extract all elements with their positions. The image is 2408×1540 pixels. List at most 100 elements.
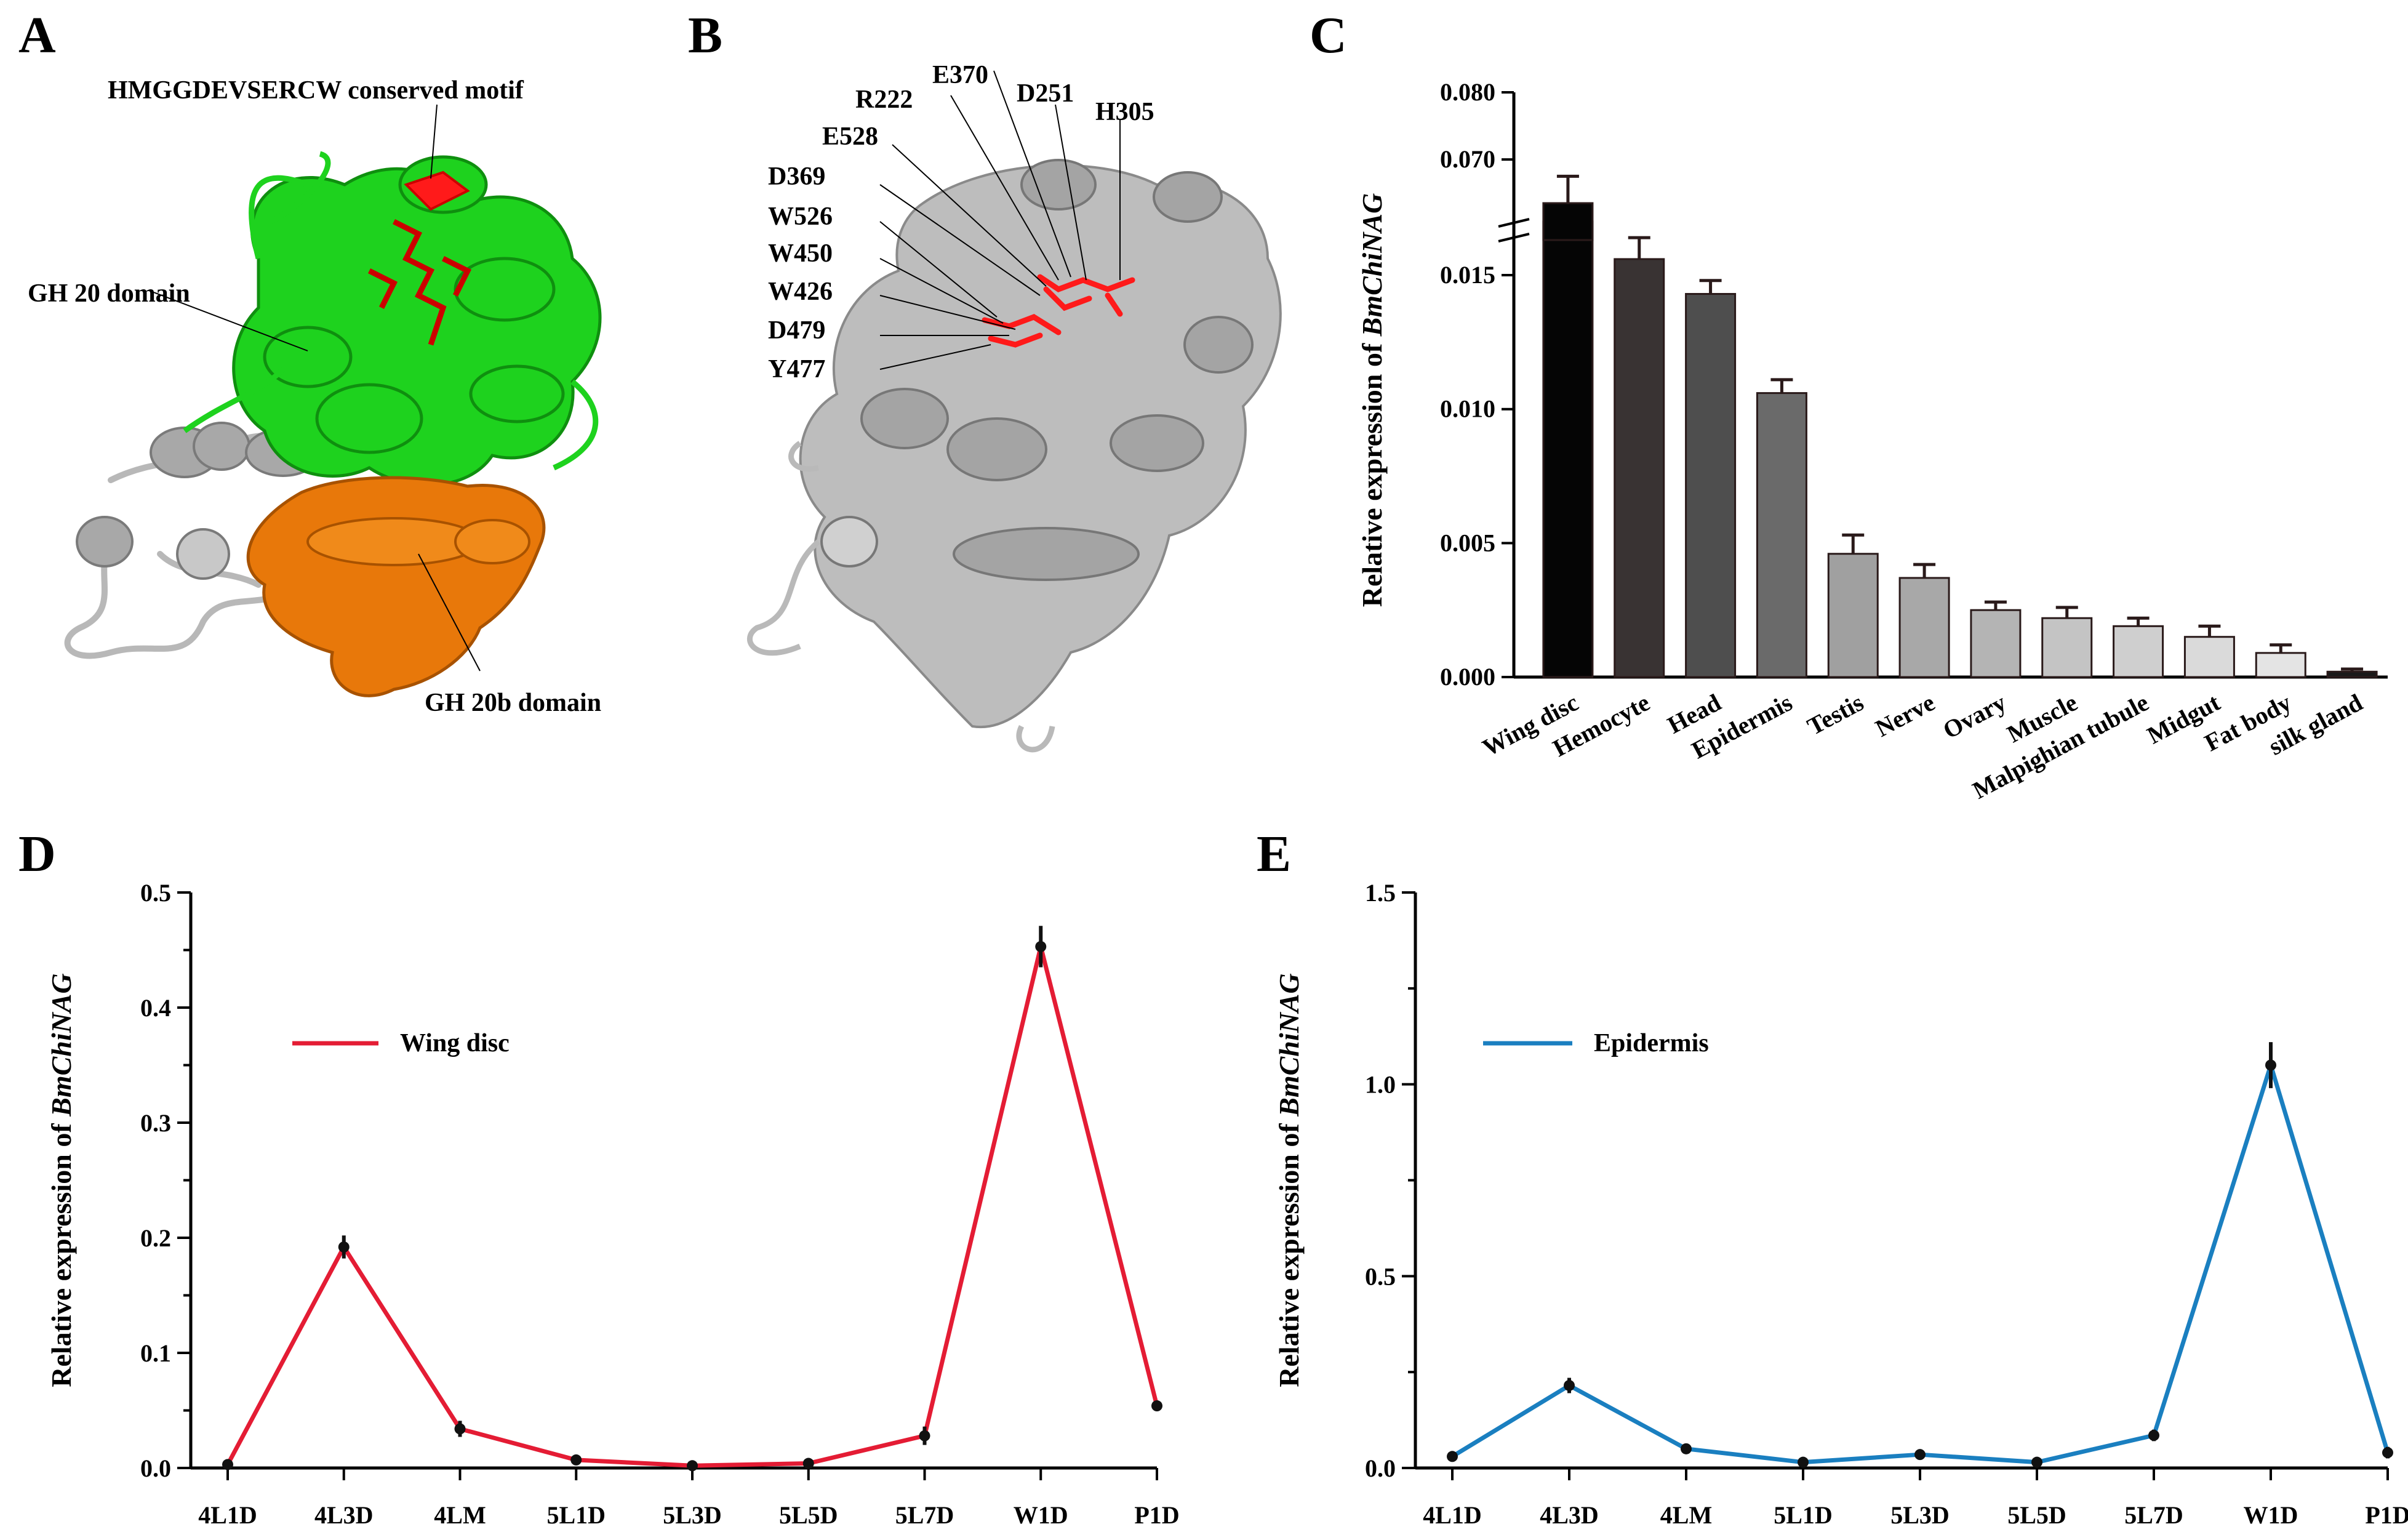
chart-e-xtick-label: 4L3D xyxy=(1540,1501,1599,1529)
chart-d-xtick-label: P1D xyxy=(1134,1501,1179,1529)
chart-c-bar xyxy=(1898,577,1950,678)
chart-d-data-point xyxy=(454,1423,466,1435)
chart-c-ytick-label: 0.000 xyxy=(1440,663,1495,691)
structure-b-helices xyxy=(820,159,1254,581)
panel-letter-c: C xyxy=(1310,7,1347,64)
chart-d-data-point xyxy=(222,1459,233,1470)
residue-y477: Y477 xyxy=(768,355,825,383)
chart-c-ytick-label: 0.010 xyxy=(1440,395,1495,423)
chart-e-data-point xyxy=(2265,1059,2276,1071)
chart-e-data-point xyxy=(1798,1456,1809,1468)
chart-d-ytick-label: 0.1 xyxy=(140,1339,171,1367)
chart-e-data-point xyxy=(1564,1379,1575,1391)
chart-c-bar xyxy=(1685,293,1737,678)
chart-d-data-point xyxy=(919,1430,930,1442)
residue-e528: E528 xyxy=(822,122,878,151)
chart-c-bar xyxy=(1827,553,1879,678)
chart-e-xtick-label: 5L5D xyxy=(2007,1501,2066,1529)
chart-e-data-point xyxy=(1681,1443,1692,1454)
chart-e-ytick-label: 1.5 xyxy=(1365,879,1396,907)
panel-letter-d: D xyxy=(18,825,56,883)
chart-d-ytick-label: 0.3 xyxy=(140,1109,171,1137)
chart-c-y-axis-title: Relative expression of BmChiNAG xyxy=(1356,193,1388,608)
chart-e-xtick-label: 4LM xyxy=(1660,1501,1712,1529)
chart-e-data-point xyxy=(2031,1456,2042,1468)
structure-a-gh20b-domain xyxy=(246,476,546,697)
chart-c-bar xyxy=(1970,609,2022,678)
chart-c-bar xyxy=(2183,636,2235,678)
chart-d-data-point xyxy=(802,1458,814,1469)
chart-c-bar xyxy=(2041,617,2093,678)
structure-a-gh20b-helix xyxy=(306,517,530,566)
chart-e-series-line xyxy=(1451,1063,2390,1465)
residue-d369: D369 xyxy=(768,162,825,191)
chart-e-data-point xyxy=(1447,1451,1458,1462)
chart-d-series-line xyxy=(225,944,1159,1468)
chart-c-bar xyxy=(2326,670,2378,678)
chart-c-bar xyxy=(2255,652,2306,678)
residue-w526: W526 xyxy=(768,203,833,231)
structure-a-motif xyxy=(367,170,472,346)
chart-d-y-axis-title: Relative expression of BmChiNAG xyxy=(46,973,77,1387)
chart-c-ytick-label: 0.015 xyxy=(1440,261,1495,289)
residue-r222: R222 xyxy=(855,86,913,114)
chart-d-xtick-label: 5L5D xyxy=(779,1501,838,1529)
chart-d-ytick-label: 0.2 xyxy=(140,1224,171,1252)
structure-a-gh20-loops xyxy=(183,151,599,471)
chart-d-xtick-label: 5L7D xyxy=(895,1501,954,1529)
chart-d-ytick-label: 0.5 xyxy=(140,879,171,907)
chart-e-ytick-label: 0.0 xyxy=(1365,1454,1396,1482)
residue-d251: D251 xyxy=(1017,79,1074,108)
chart-d-xtick-label: 4LM xyxy=(434,1501,486,1529)
chart-d-data-point xyxy=(338,1241,350,1253)
chart-c-ytick-label: 0.005 xyxy=(1440,529,1495,556)
structure-b-loops xyxy=(747,441,1055,753)
chart-d-xtick-label: 4L3D xyxy=(314,1501,374,1529)
chart-e-xtick-label: 5L7D xyxy=(2124,1501,2183,1529)
chart-c-bar xyxy=(1542,202,1594,241)
chart-d-xtick-label: 4L1D xyxy=(198,1501,257,1529)
chart-d-data-point xyxy=(687,1460,698,1472)
gh20b-label: GH 20b domain xyxy=(425,689,601,717)
chart-c-ytick-label: 0.080 xyxy=(1440,78,1495,106)
chart-c-bar xyxy=(1614,258,1665,678)
residue-h305: H305 xyxy=(1095,98,1154,126)
chart-c-category-label: Ovary xyxy=(1938,688,2010,744)
gh20b-leader-line xyxy=(418,553,481,672)
chart-e-xtick-label: 5L3D xyxy=(1890,1501,1950,1529)
chart-d-ytick-label: 0.4 xyxy=(140,994,171,1022)
chart-d-data-point xyxy=(1035,940,1047,952)
gh20-leader-line xyxy=(153,292,308,351)
gh20-label: GH 20 domain xyxy=(28,279,190,308)
chart-c-axis-break-upper xyxy=(1498,233,1530,243)
chart-c-tissue-expression: 0.000 0.005 0.010 0.015 0.070 0.080 Relative e… xyxy=(1356,78,2388,804)
structure-b: R222 E370 D251 H305 E528 D369 W526 W450 … xyxy=(747,61,1282,753)
chart-e-ytick-label: 0.5 xyxy=(1365,1262,1396,1290)
motif-label: HMGGDEVSERCW conserved motif xyxy=(108,76,524,105)
chart-d-data-point xyxy=(570,1454,582,1466)
chart-e-data-point xyxy=(2148,1430,2159,1442)
panel-letter-e: E xyxy=(1257,825,1291,883)
chart-c-category-label: Nerve xyxy=(1871,688,1939,742)
chart-c-bar-lower xyxy=(1542,220,1594,678)
chart-d-xtick-label: 5L3D xyxy=(663,1501,722,1529)
chart-e-xtick-label: 5L1D xyxy=(1774,1501,1833,1529)
motif-leader-line xyxy=(430,104,438,179)
chart-e-xtick-label: W1D xyxy=(2244,1501,2298,1529)
chart-c-bar xyxy=(1756,392,1807,678)
chart-c-category-label: Testis xyxy=(1802,688,1868,740)
residue-d479: D479 xyxy=(768,316,825,345)
chart-e-data-point xyxy=(2382,1447,2393,1459)
chart-e-legend-label: Epidermis xyxy=(1594,1029,1709,1057)
chart-e-epidermis-timecourse: 0.0 0.5 1.0 1.5 Relative expression of BmChi… xyxy=(1273,879,2408,1529)
chart-e-xtick-label: 4L1D xyxy=(1423,1501,1482,1529)
residue-e370: E370 xyxy=(932,61,988,89)
structure-a-gh20-domain xyxy=(232,155,602,487)
chart-e-xtick-label: P1D xyxy=(2365,1501,2408,1529)
chart-d-ytick-label: 0.0 xyxy=(140,1454,171,1482)
chart-d-legend-label: Wing disc xyxy=(400,1029,510,1057)
structure-b-active-site xyxy=(982,274,1135,348)
residue-w426: W426 xyxy=(768,278,833,306)
chart-e-y-axis-title: Relative expression of BmChiNAG xyxy=(1273,973,1305,1387)
